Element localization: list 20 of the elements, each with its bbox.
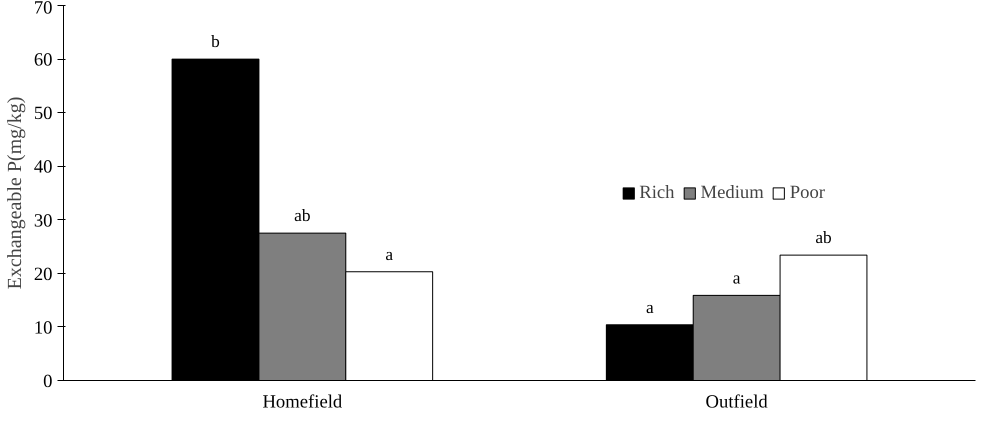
legend-label: Rich xyxy=(639,182,675,204)
x-tick-label: Outfield xyxy=(706,392,768,412)
annotation: b xyxy=(211,32,220,52)
annotation: a xyxy=(646,298,654,317)
y-tick-label: 60 xyxy=(34,50,52,71)
annotation: ab xyxy=(294,206,311,226)
y-tick-label: 30 xyxy=(34,210,52,232)
legend-label: Poor xyxy=(790,182,825,204)
x-tick-label: Homefield xyxy=(262,392,343,412)
y-tick-label: 70 xyxy=(34,0,52,18)
annotation: a xyxy=(385,244,394,264)
legend-label: Medium xyxy=(700,182,764,204)
annotation: a xyxy=(732,268,741,288)
y-tick-label: 40 xyxy=(34,156,52,178)
y-tick-label: 10 xyxy=(34,317,52,338)
y-tick-label: 0 xyxy=(43,371,52,392)
annotation: ab xyxy=(815,228,832,248)
y-tick-label: 50 xyxy=(34,103,52,124)
y-tick-label: 20 xyxy=(34,264,52,285)
y-axis-title: Exchangeable P(mg/kg) xyxy=(4,96,26,290)
